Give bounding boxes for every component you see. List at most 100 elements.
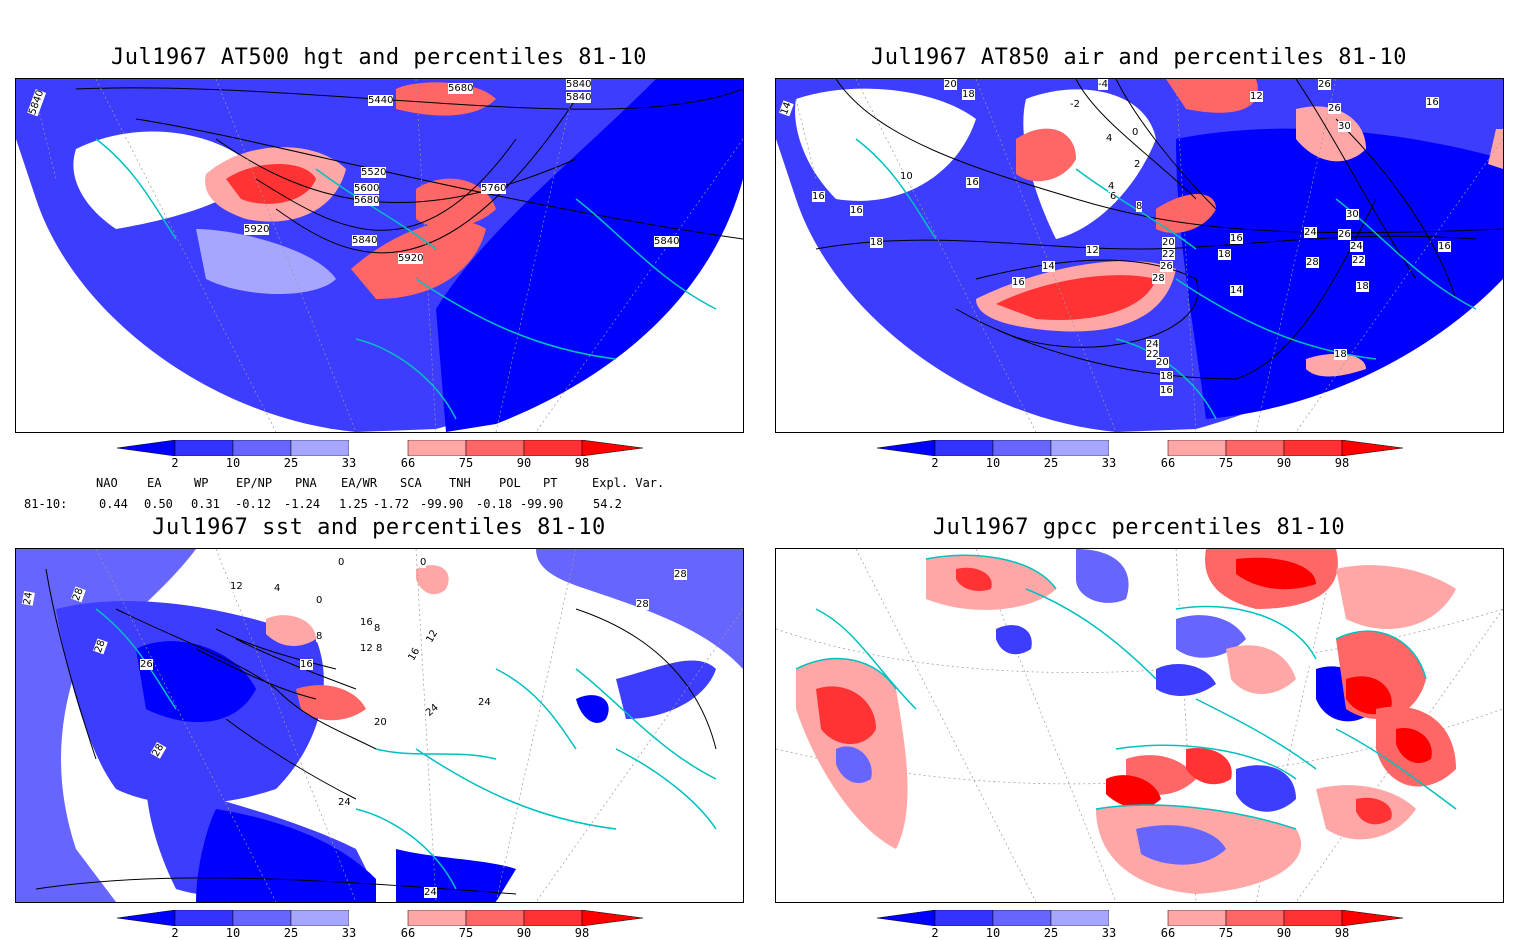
index-value: -0.18	[476, 497, 513, 511]
colorbar-tick: 66	[1160, 926, 1176, 940]
colorbar-tick: 90	[1276, 926, 1292, 940]
colorbar-tick: 98	[574, 456, 590, 470]
contour-label: 16	[850, 205, 863, 216]
contour-label: 20	[944, 79, 957, 90]
contour-label: -4	[1098, 79, 1108, 90]
contour-label: 8	[374, 623, 381, 634]
colorbar-tick: 90	[1276, 456, 1292, 470]
colorbar-tick: 66	[1160, 456, 1176, 470]
index-value: -0.12	[235, 497, 272, 511]
contour-label: 30	[1346, 209, 1359, 220]
contour-label: 4	[274, 583, 281, 594]
contour-label: 12	[1086, 245, 1099, 256]
contour-label: 16	[966, 177, 979, 188]
contour-label: 18	[1218, 249, 1231, 260]
panel-3-title: Jul1967 sst and percentiles 81-10	[152, 515, 606, 540]
index-value: 0.31	[191, 497, 220, 511]
contour-label: 18	[1160, 371, 1173, 382]
index-value: 1.25	[339, 497, 368, 511]
contour-label: 24	[1304, 227, 1317, 238]
colorbar-tick: 25	[1043, 456, 1059, 470]
contour-label: 2	[1134, 159, 1141, 170]
colorbar-tick: 66	[400, 926, 416, 940]
contour-label: 16	[300, 659, 313, 670]
index-header: PT	[543, 476, 558, 490]
index-header: POL	[499, 476, 521, 490]
index-header: NAO	[96, 476, 118, 490]
contour-label: 4	[1106, 133, 1113, 144]
colorbar-tick: 25	[283, 456, 299, 470]
index-header: WP	[194, 476, 209, 490]
contour-label: 0	[338, 557, 345, 568]
colorbar-tick: 75	[1218, 926, 1234, 940]
contour-label: 26	[140, 659, 153, 670]
contour-label: 24	[478, 697, 491, 708]
map-panel-air850: 14 20 18 -4 -2 12 26 16 26 30 4 0 2 4 6 …	[775, 78, 1504, 433]
index-header: PNA	[295, 476, 317, 490]
contour-label: 5840	[566, 92, 592, 103]
contour-label: 26	[1338, 229, 1351, 240]
colorbar-tick: 75	[458, 456, 474, 470]
index-value: -1.24	[284, 497, 321, 511]
contour-label: 6	[1110, 191, 1117, 202]
contour-label: 26	[1318, 79, 1331, 90]
contour-label: 12	[360, 643, 373, 654]
colorbar-tick: 2	[931, 456, 939, 470]
map-panel-gpcc	[775, 548, 1504, 903]
contour-label: 8	[316, 631, 323, 642]
colorbar-tick: 33	[341, 926, 357, 940]
contour-label: 16	[1230, 233, 1243, 244]
panel-2-title: Jul1967 AT850 air and percentiles 81-10	[870, 45, 1408, 70]
colorbar-tick: 33	[341, 456, 357, 470]
contour-label: 5680	[448, 83, 474, 94]
contour-label: 22	[1146, 349, 1159, 360]
panel-1-title: Jul1967 AT500 hgt and percentiles 81-10	[110, 45, 648, 70]
contour-label: 16	[360, 617, 373, 628]
contour-label: 28	[674, 569, 687, 580]
contour-label: 24	[338, 797, 351, 808]
index-value: -1.72	[373, 497, 410, 511]
colorbar-tick: 10	[985, 926, 1001, 940]
index-value: -99.90	[420, 497, 464, 511]
colorbar-tick: 66	[400, 456, 416, 470]
colorbar-tick: 75	[1218, 456, 1234, 470]
contour-label: 28	[636, 599, 649, 610]
contour-label: 20	[1162, 237, 1175, 248]
colorbar-tick: 2	[931, 926, 939, 940]
colorbar-tick: 98	[1334, 456, 1350, 470]
contour-label: 5760	[481, 183, 507, 194]
contour-label: 24	[21, 591, 35, 606]
colorbar-tick: 33	[1101, 456, 1117, 470]
contour-label: 16	[1012, 277, 1025, 288]
contour-label: 5920	[398, 253, 424, 264]
map-panel-sst: 24 28 28 12 4 0 0 0 28 26 28 16 12 8 8 8…	[15, 548, 744, 903]
contour-label: 5600	[354, 183, 380, 194]
contour-label: 18	[1334, 349, 1347, 360]
colorbar-panel-4: 2 10 25 33 66 75 90 98	[876, 909, 1404, 940]
contour-label: 14	[1042, 261, 1055, 272]
panel-4-title: Jul1967 gpcc percentiles 81-10	[932, 515, 1346, 540]
colorbar-tick: 25	[1043, 926, 1059, 940]
index-header: SCA	[400, 476, 422, 490]
contour-label: 18	[1356, 281, 1369, 292]
colorbar-tick: 10	[985, 456, 1001, 470]
contour-label: 28	[1152, 273, 1165, 284]
colorbar-tick: 10	[225, 456, 241, 470]
contour-label: 24	[1350, 241, 1363, 252]
contour-label: 5920	[244, 224, 270, 235]
index-value: 0.44	[99, 497, 128, 511]
colorbar-tick: 90	[516, 456, 532, 470]
contour-label: -2	[1070, 99, 1080, 110]
contour-label: 16	[1160, 385, 1173, 396]
colorbar-tick: 10	[225, 926, 241, 940]
colorbar-tick: 2	[171, 456, 179, 470]
contour-label: 18	[870, 237, 883, 248]
index-value: 0.50	[144, 497, 173, 511]
colorbar-panel-3: 2 10 25 33 66 75 90 98	[116, 909, 644, 940]
contour-label: 5680	[354, 195, 380, 206]
contour-label: 20	[1156, 357, 1169, 368]
contour-label: 5840	[566, 79, 592, 90]
contour-label: 5440	[368, 95, 394, 106]
index-header: Expl. Var.	[592, 476, 665, 490]
contour-label: 30	[1338, 121, 1351, 132]
